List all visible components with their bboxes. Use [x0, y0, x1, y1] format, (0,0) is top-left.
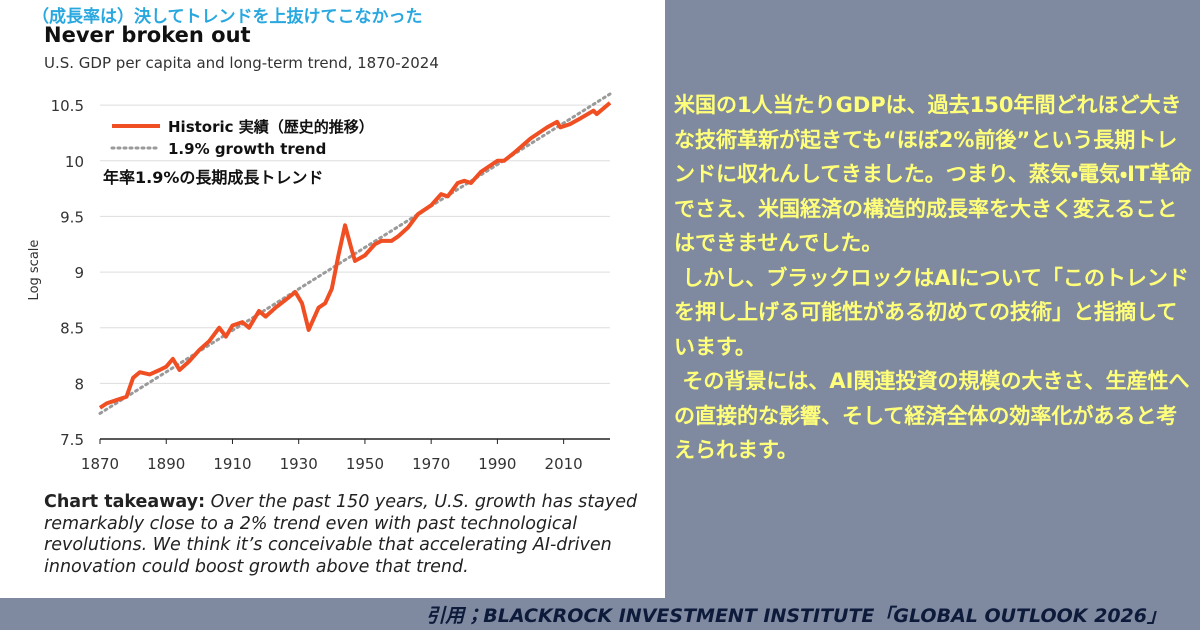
- commentary: 米国の1人当たりGDPは、過去150年間どれほど大きな技術革新が起きても“ほぼ2…: [674, 88, 1198, 468]
- chart-title: Never broken out: [44, 23, 251, 47]
- x-tick-label: 1970: [412, 455, 450, 473]
- legend-label: Historic 実績（歴史的推移）: [168, 118, 374, 136]
- y-tick-label: 8: [74, 375, 84, 393]
- chart-subtitle: U.S. GDP per capita and long-term trend,…: [44, 54, 439, 72]
- x-tick-label: 1890: [147, 455, 185, 473]
- legend-label: 1.9% growth trend: [168, 140, 326, 158]
- x-tick-label: 1950: [346, 455, 384, 473]
- x-tick-label: 1870: [81, 455, 119, 473]
- y-tick-label: 7.5: [60, 431, 84, 449]
- y-axis-label: Log scale: [27, 240, 42, 301]
- commentary-paragraph: しかし、ブラックロックはAIについて「このトレンドを押し上げる可能性がある初めて…: [674, 265, 1189, 359]
- takeaway-lead: Chart takeaway:: [44, 492, 206, 512]
- line-series: [98, 92, 612, 415]
- takeaway-text: Over the past 150 years, U.S. growth has…: [44, 492, 638, 577]
- chart: Never broken out U.S. GDP per capita and…: [27, 23, 612, 473]
- y-tick-label: 9: [74, 264, 84, 282]
- headline: （成長率は）決してトレンドを上抜けてこなかった: [32, 7, 423, 27]
- chart-panel: （成長率は）決してトレンドを上抜けてこなかった Never broken out…: [0, 0, 665, 598]
- x-tick-label: 1910: [213, 455, 251, 473]
- x-tick-label: 1990: [478, 455, 516, 473]
- commentary-paragraph: 米国の1人当たりGDPは、過去150年間どれほど大きな技術革新が起きても“ほぼ2…: [674, 93, 1192, 255]
- y-tick-label: 9.5: [60, 208, 84, 226]
- takeaway: Chart takeaway: Over the past 150 years,…: [44, 492, 654, 578]
- y-tick-label: 8.5: [60, 320, 84, 338]
- line-series: [98, 101, 612, 410]
- x-tick-label: 1930: [280, 455, 318, 473]
- annotation: 年率1.9%の長期成長トレンド: [103, 168, 323, 187]
- citation: 引用；BLACKROCK INVESTMENT INSTITUTE「GLOBAL…: [426, 605, 1166, 627]
- commentary-paragraph: その背景には、AI関連投資の規模の大きさ、生産性への直接的な影響、そして経済全体…: [674, 369, 1190, 462]
- x-tick-label: 2010: [545, 455, 583, 473]
- y-tick-label: 10.5: [51, 97, 84, 115]
- y-tick-label: 10: [65, 153, 84, 171]
